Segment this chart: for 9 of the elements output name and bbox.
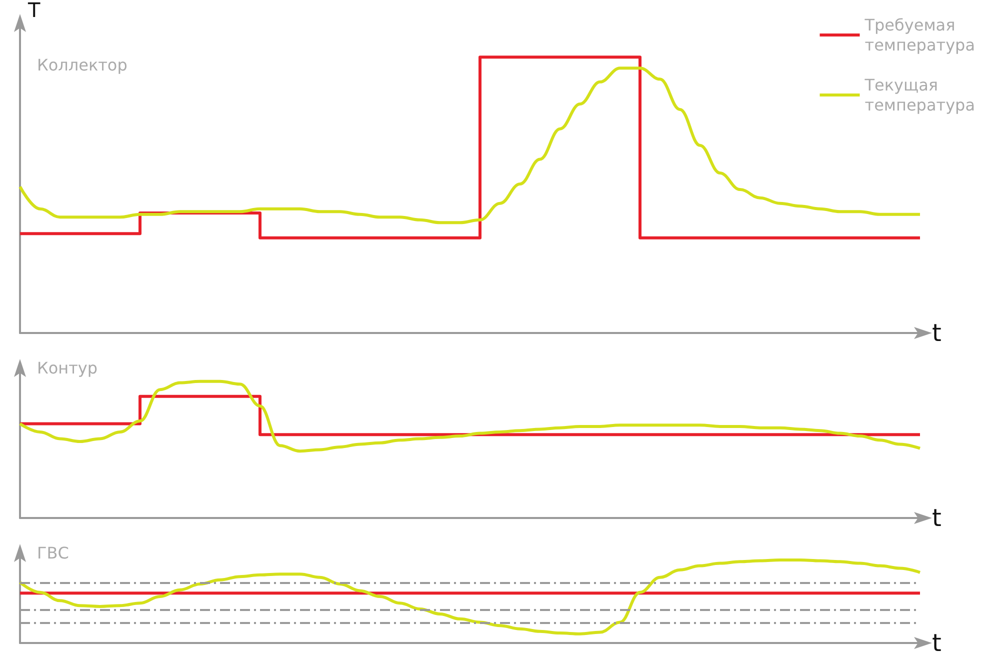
x-axis-title: t [932, 629, 942, 655]
legend-label: Текущая температура [864, 76, 975, 114]
x-axis-title: t [932, 319, 942, 347]
chart-title: Коллектор [37, 56, 128, 74]
chart-title: Контур [37, 358, 98, 378]
legend-label: Требуемая температура [864, 16, 975, 54]
y-axis-title: T [27, 0, 41, 22]
chart-title: ГВС [37, 544, 69, 562]
x-axis-title: t [932, 504, 942, 532]
